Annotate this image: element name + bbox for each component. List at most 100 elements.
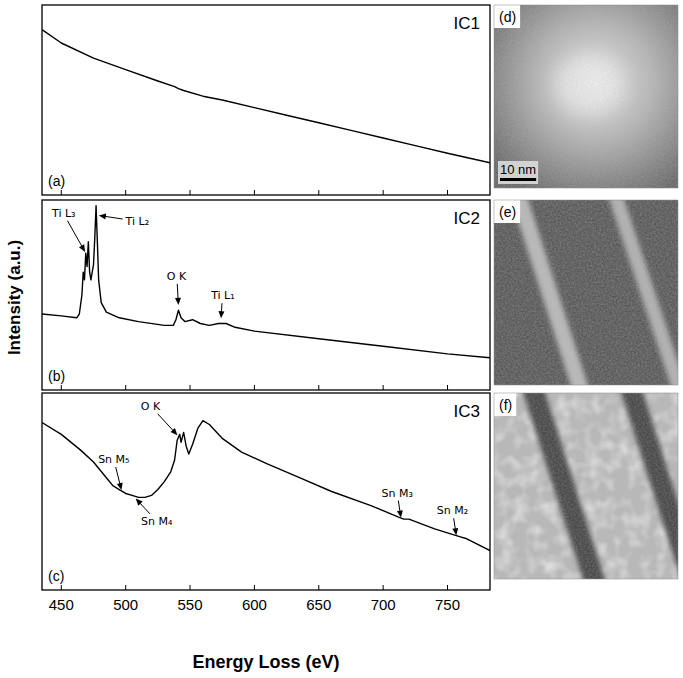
x-tick-label: 550	[178, 596, 203, 613]
x-tick	[190, 190, 191, 195]
panel-label: (e)	[499, 204, 516, 220]
annotation-label: O K	[167, 270, 187, 283]
plot-frame	[42, 200, 490, 390]
spectrum-panel: IC2 (b) Ti L₃ Ti L₂ O K Ti L₁	[42, 200, 490, 390]
x-tick	[383, 385, 384, 390]
annotation-arrow	[67, 221, 85, 252]
annotation-label: Sn M₄	[141, 515, 173, 528]
image-ground	[494, 200, 678, 385]
x-tick	[125, 385, 126, 390]
arrow-shaft	[177, 284, 179, 300]
panel-title: IC2	[454, 209, 480, 228]
noise	[494, 393, 678, 579]
x-tick	[125, 585, 126, 590]
annotation-label: O K	[141, 400, 161, 413]
line-group	[42, 206, 490, 358]
y-axis-title: Intensity (a.u.)	[5, 240, 24, 355]
micrograph	[494, 200, 678, 385]
x-axis-title: Energy Loss (eV)	[192, 652, 339, 672]
spectrum-line	[42, 30, 490, 163]
blobs	[494, 393, 678, 579]
panel-label: (f)	[499, 397, 512, 413]
label-patch	[494, 200, 520, 223]
x-tick-label: 450	[49, 596, 74, 613]
panel-label: (a)	[48, 173, 65, 189]
annotation-label: Sn M₂	[437, 504, 468, 517]
x-tick	[318, 190, 319, 195]
arrow-shaft	[116, 467, 121, 485]
x-tick-label: 600	[242, 596, 267, 613]
scale-bar	[500, 178, 536, 181]
arrow-head	[170, 428, 177, 435]
arrow-head	[175, 298, 181, 305]
annotation-label: Sn M₃	[381, 487, 412, 500]
image-frame	[494, 5, 678, 188]
arrow-shaft	[104, 216, 123, 219]
annotation-arrow	[99, 214, 123, 220]
micrograph	[494, 393, 678, 579]
x-tick	[254, 190, 255, 195]
x-tick	[254, 585, 255, 590]
x-tick	[61, 385, 62, 390]
annotation-label: Sn M₅	[98, 453, 129, 466]
panel-label: (c)	[48, 568, 64, 584]
annotation-arrow	[136, 499, 150, 514]
panel-title: IC3	[454, 402, 480, 421]
arrow-head	[117, 483, 123, 491]
x-tick-label: 500	[113, 596, 138, 613]
x-tick	[318, 385, 319, 390]
image-ground	[494, 393, 678, 579]
annotation-arrow	[452, 518, 458, 535]
arrow-shaft	[67, 221, 82, 248]
panel-label: (b)	[48, 368, 65, 384]
spectrum-panel: 450 500 550 600 650 700 750 IC3 (c) Sn M₅ Sn M₄ O K…	[42, 393, 490, 613]
annotation-arrow	[397, 501, 403, 518]
x-tick-label: 700	[371, 596, 396, 613]
scale-bar-label: 10 nm	[500, 162, 536, 177]
arrow-head	[397, 510, 403, 517]
arrow-head	[99, 214, 106, 220]
micrograph	[494, 5, 678, 188]
line-group	[42, 30, 490, 163]
arrow-shaft	[139, 502, 150, 514]
spectrum-panel: IC1 (a)	[42, 5, 490, 195]
line-group	[42, 421, 490, 551]
arrow-head	[452, 528, 458, 535]
plot-frame	[42, 393, 490, 590]
label-patch	[494, 5, 520, 28]
annotation-arrow	[175, 284, 181, 305]
noise	[494, 200, 678, 385]
annotation-label: Ti L₁	[210, 289, 234, 302]
x-tick-label: 650	[306, 596, 331, 613]
x-tick	[190, 585, 191, 590]
x-tick	[61, 190, 62, 195]
image-frame	[494, 200, 678, 385]
x-tick	[61, 585, 62, 590]
arrow-shaft	[158, 414, 174, 432]
annotation-label: Ti L₂	[125, 215, 149, 228]
panel-label: (d)	[499, 9, 516, 25]
scale-bar-patch	[498, 161, 538, 184]
annotation-arrow	[158, 414, 178, 435]
image-frame	[494, 393, 678, 579]
annotation-arrow	[116, 467, 123, 490]
x-tick-label: 750	[435, 596, 460, 613]
noise	[494, 5, 678, 188]
x-tick	[254, 385, 255, 390]
label-patch	[494, 393, 516, 416]
spectrum-line	[42, 206, 490, 358]
figure: IC1 (a) IC2 (b) Ti L₃ Ti L₂ O K Ti L₁ Intensity …	[0, 0, 683, 678]
image-ground	[494, 5, 678, 188]
x-tick	[383, 190, 384, 195]
x-tick	[190, 385, 191, 390]
x-tick	[318, 585, 319, 590]
arrow-head	[218, 311, 224, 318]
x-tick	[447, 190, 448, 195]
plot-frame	[42, 5, 490, 195]
annotation-label: Ti L₃	[51, 207, 75, 220]
arrow-head	[79, 244, 85, 252]
x-tick	[447, 385, 448, 390]
panel-title: IC1	[454, 14, 480, 33]
x-tick	[125, 190, 126, 195]
arrow-head	[136, 499, 143, 506]
